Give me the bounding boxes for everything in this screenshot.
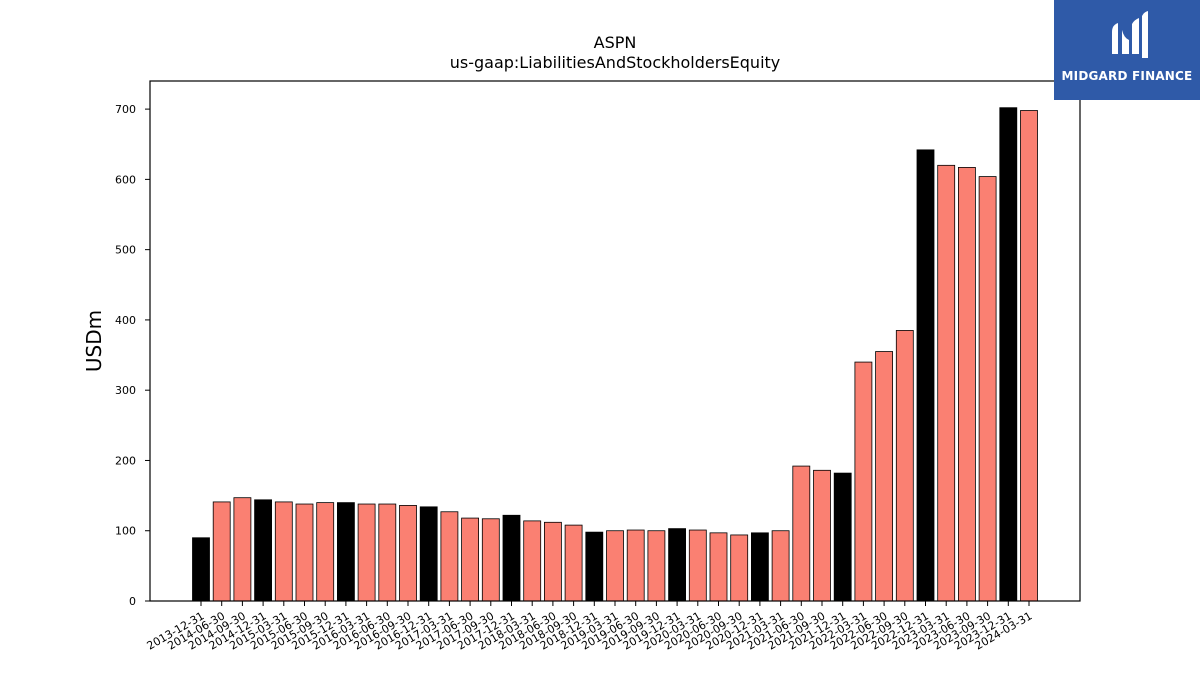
brand-name: MIDGARD FINANCE: [1061, 69, 1193, 83]
bar-2023-09-30: [978, 176, 997, 602]
bar-2015-12-31: [336, 502, 355, 602]
midgard-logo-icon: [1112, 11, 1148, 58]
bar-2021-03-31: [771, 530, 790, 602]
y-axis: 0 100 200 300 400 500 600 700: [115, 103, 150, 608]
bar-2018-12-31: [585, 531, 604, 602]
y-axis-label: USDm: [82, 310, 106, 372]
bar-2020-03-31: [688, 529, 707, 602]
plot-frame: [149, 80, 1081, 602]
bar-2019-09-30: [647, 530, 666, 602]
bar-2019-12-31: [668, 528, 686, 602]
bar-2018-06-30: [544, 521, 562, 602]
bar-2016-03-31: [357, 503, 376, 602]
bar-2022-12-31: [916, 149, 935, 602]
y-tick-label: 200: [115, 454, 136, 467]
y-tick-label: 400: [115, 314, 136, 327]
bar-2020-09-30: [730, 534, 749, 602]
brand-logo: MIDGARD FINANCE: [1054, 0, 1200, 100]
bar-2016-09-30: [399, 505, 417, 602]
bar-2015-06-30: [295, 503, 314, 602]
chart-title: ASPN: [594, 33, 637, 52]
bar-2020-06-30: [709, 532, 728, 602]
bar-2023-03-31: [937, 164, 956, 602]
bars-group: [192, 107, 1038, 602]
bar-2019-03-31: [606, 530, 624, 602]
y-tick-label: 700: [115, 103, 136, 116]
y-tick-label: 600: [115, 173, 136, 186]
bar-2014-09-30: [233, 497, 252, 602]
y-tick-label: 0: [129, 595, 136, 608]
chart-subtitle: us-gaap:LiabilitiesAndStockholdersEquity: [450, 53, 781, 72]
y-tick-label: 500: [115, 244, 136, 257]
bar-2016-06-30: [378, 503, 397, 602]
x-axis: 2013-12-312014-06-302014-09-302014-12-31…: [145, 601, 1035, 653]
bar-2017-03-31: [440, 511, 459, 602]
y-tick-label: 300: [115, 384, 136, 397]
bar-2017-12-31: [502, 514, 521, 602]
bar-2018-03-31: [523, 520, 542, 602]
bar-2022-09-30: [895, 330, 914, 602]
bar-2018-09-30: [564, 524, 583, 602]
bar-2022-03-31: [854, 361, 873, 602]
bar-2015-09-30: [316, 502, 335, 602]
bar-2023-06-30: [958, 167, 976, 602]
bar-2024-03-31: [1020, 110, 1038, 602]
bar-2017-06-30: [461, 517, 480, 602]
bar-2015-03-31: [274, 501, 293, 602]
bar-2023-12-31: [999, 107, 1018, 602]
bar-2017-09-30: [481, 518, 500, 602]
bar-2019-06-30: [626, 529, 645, 602]
bar-2021-09-30: [813, 469, 831, 602]
bar-2021-12-31: [833, 472, 852, 602]
y-tick-label: 100: [115, 525, 136, 538]
bar-2013-12-31: [192, 537, 210, 602]
bar-2014-06-30: [212, 501, 231, 602]
bar-2021-06-30: [792, 465, 811, 602]
bar-2022-06-30: [875, 351, 893, 602]
bar-2020-12-31: [751, 532, 769, 602]
bar-2014-12-31: [254, 499, 273, 602]
bar-2016-12-31: [419, 506, 438, 602]
